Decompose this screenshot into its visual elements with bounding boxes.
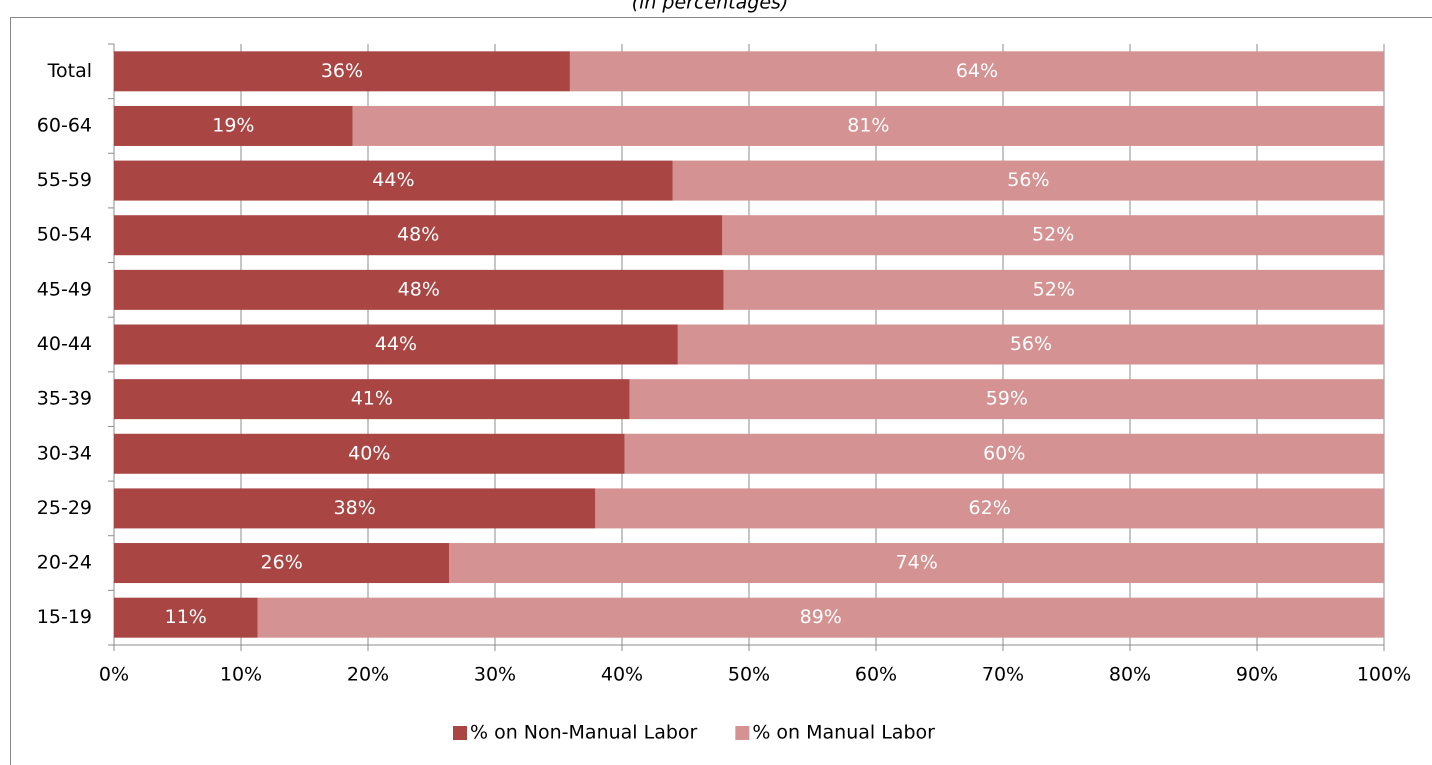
y-tick-label: 35-39 [37,388,92,410]
data-label: 52% [1033,278,1075,300]
bar-segment [722,215,1384,256]
data-label: 56% [1010,333,1052,355]
data-label: 19% [212,114,254,136]
bar-segment [569,51,1384,92]
data-label: 36% [321,60,363,82]
data-label: 89% [800,606,842,628]
bar-segment [449,543,1384,584]
data-label: 38% [334,497,376,519]
bar-segment [114,488,596,529]
bar-segment [114,324,678,365]
bar-segment [114,160,673,201]
data-label: 44% [375,333,417,355]
bar-segment [114,105,353,146]
bar-segment [629,379,1384,420]
data-label: 48% [397,224,439,246]
x-tick-label: 40% [601,664,643,686]
data-label: 62% [969,497,1011,519]
bar-segment [624,433,1384,474]
data-label: 48% [398,278,440,300]
bar-segment [352,105,1384,146]
y-tick-label: 15-19 [37,606,92,628]
data-label: 52% [1032,224,1074,246]
y-tick-label: 45-49 [37,278,92,300]
bar-segment [595,488,1384,529]
bar-segment [672,160,1384,201]
y-tick-label: Total [47,60,92,82]
x-tick-label: 0% [99,664,129,686]
legend-label: % on Manual Labor [752,722,935,744]
y-tick-label: 60-64 [37,114,92,136]
legend-swatch [735,726,750,740]
bar-segment [114,597,258,638]
x-tick-label: 10% [220,664,262,686]
x-tick-label: 70% [982,664,1024,686]
legend-swatch [453,726,467,740]
data-label: 56% [1007,169,1049,191]
x-tick-label: 30% [474,664,516,686]
data-label: 60% [983,442,1025,464]
y-tick-label: 20-24 [37,552,92,574]
x-tick-label: 20% [347,664,389,686]
data-label: 74% [896,552,938,574]
bar-segment [114,433,625,474]
x-tick-label: 50% [728,664,770,686]
y-tick-label: 55-59 [37,169,92,191]
bar-segment [114,269,724,310]
bar-segment [257,597,1384,638]
data-label: 44% [372,169,414,191]
x-tick-label: 60% [855,664,897,686]
x-tick-label: 90% [1236,664,1278,686]
data-label: 64% [956,60,998,82]
data-label: 40% [348,442,390,464]
legend-label: % on Non-Manual Labor [470,722,698,744]
data-label: 41% [351,388,393,410]
data-label: 26% [261,552,303,574]
bar-segment [114,379,630,420]
bar-segment [114,51,570,92]
y-tick-label: 30-34 [37,442,92,464]
y-tick-label: 40-44 [37,333,92,355]
chart-subtitle: (in percentages) [632,0,789,14]
bar-segment [114,215,723,256]
x-tick-label: 80% [1109,664,1151,686]
bar-segment [677,324,1384,365]
chart-frame [10,17,1432,765]
bar-segment [114,543,450,584]
data-label: 11% [165,606,207,628]
data-label: 81% [847,114,889,136]
y-tick-label: 25-29 [37,497,92,519]
data-label: 59% [986,388,1028,410]
x-tick-label: 100% [1357,664,1411,686]
y-tick-label: 50-54 [37,224,92,246]
bar-segment [723,269,1384,310]
